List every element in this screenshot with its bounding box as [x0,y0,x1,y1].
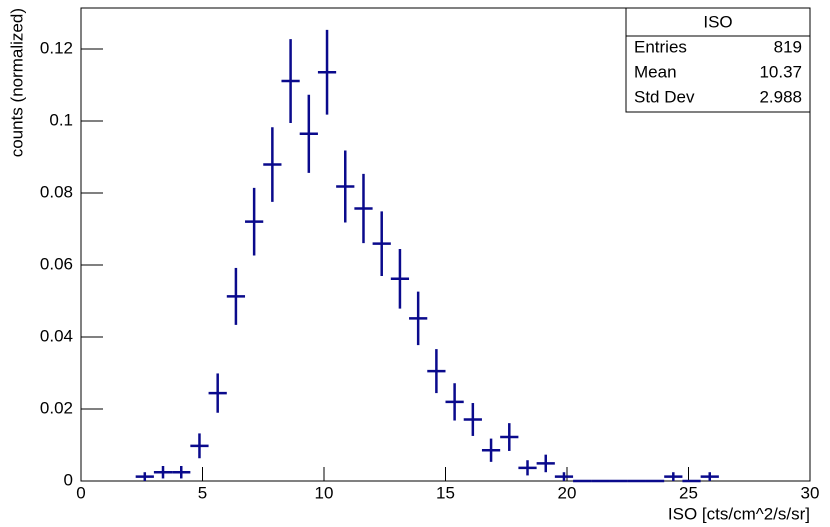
stats-value: 10.37 [759,62,802,81]
y-tick-label: 0 [64,470,73,489]
stats-value: 819 [774,37,802,56]
x-tick-label: 0 [76,483,85,502]
y-tick-label: 0.1 [49,111,73,130]
y-tick-label: 0.12 [40,39,73,58]
x-tick-label: 30 [801,483,820,502]
stats-value: 2.988 [759,87,802,106]
y-tick-label: 0.08 [40,183,73,202]
x-tick-label: 15 [436,483,455,502]
y-tick-label: 0.04 [40,326,73,345]
stats-key: Mean [634,62,677,81]
x-tick-label: 10 [315,483,334,502]
y-tick-label: 0.06 [40,255,73,274]
stats-key: Std Dev [634,87,695,106]
y-axis-label: counts (normalized) [7,8,26,157]
x-tick-label: 5 [198,483,207,502]
y-tick-label: 0.02 [40,398,73,417]
stats-box [625,7,811,113]
stats-key: Entries [634,37,687,56]
stats-title: ISO [703,12,732,31]
x-tick-label: 20 [558,483,577,502]
x-tick-label: 25 [679,483,698,502]
x-axis-label: ISO [cts/cm^2/s/sr] [668,504,810,523]
